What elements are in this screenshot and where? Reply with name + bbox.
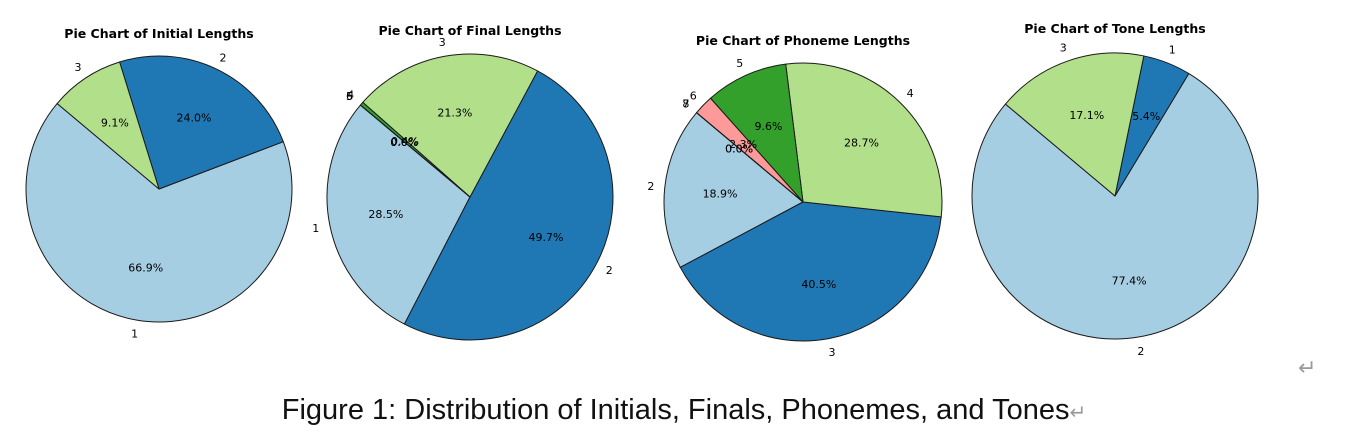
slice-percent-label: 18.9% bbox=[703, 187, 738, 200]
pie-chart-3: Pie Chart of Phoneme Lengths 2 18.9% 3 40.5%… bbox=[647, 33, 943, 359]
slice-percent-label: 24.0% bbox=[176, 111, 211, 124]
slice-percent-label: 2.3% bbox=[729, 138, 757, 151]
slice-label: 3 bbox=[439, 36, 446, 49]
figure-caption-text: Figure 1: Distribution of Initials, Fina… bbox=[281, 394, 1070, 426]
slice-percent-label: 28.7% bbox=[844, 137, 879, 150]
slice-label: 1 bbox=[1169, 43, 1176, 56]
slice-label: 2 bbox=[1137, 345, 1144, 358]
slice-percent-label: 77.4% bbox=[1112, 275, 1147, 288]
pie-slice-5 bbox=[709, 63, 804, 203]
pie-slice-4 bbox=[785, 62, 943, 218]
slice-label: 8 bbox=[682, 98, 689, 111]
pie-slice-2 bbox=[403, 70, 614, 341]
slice-percent-label: 66.9% bbox=[128, 262, 163, 275]
slice-label: 4 bbox=[907, 87, 914, 100]
pie-chart-1: Pie Chart of Initial Lengths 1 66.9% 2 24.0%… bbox=[25, 26, 293, 340]
slice-label: 5 bbox=[736, 57, 743, 70]
slice-label: 2 bbox=[606, 264, 613, 277]
slice-label: 3 bbox=[1060, 41, 1067, 54]
pie-chart-2: Pie Chart of Final Lengths 1 28.5% 2 49.7% 3 2… bbox=[312, 23, 614, 341]
slice-label: 2 bbox=[220, 51, 227, 64]
pie-slice-2 bbox=[119, 55, 284, 190]
pie-slice-1 bbox=[25, 103, 293, 323]
chart-title: Pie Chart of Tone Lengths bbox=[1024, 21, 1205, 36]
pie-slice-3 bbox=[56, 61, 160, 190]
slice-percent-label: 5.4% bbox=[1132, 110, 1160, 123]
slice-label: 1 bbox=[131, 327, 138, 340]
slice-percent-label: 17.1% bbox=[1069, 109, 1104, 122]
pie-slice-3 bbox=[679, 201, 942, 342]
pie-slice-1 bbox=[326, 104, 471, 325]
slice-label: 6 bbox=[346, 90, 353, 103]
slice-label: 3 bbox=[829, 346, 836, 359]
slice-label: 3 bbox=[74, 61, 81, 74]
slice-percent-label: 21.3% bbox=[437, 107, 472, 120]
slice-percent-label: 0.0% bbox=[725, 142, 753, 155]
pie-slice-2 bbox=[971, 73, 1259, 340]
pie-slice-3 bbox=[1004, 52, 1145, 197]
pie-slice-8 bbox=[696, 112, 804, 203]
pie-slice-6 bbox=[359, 104, 471, 198]
slice-percent-label: 9.6% bbox=[755, 120, 783, 133]
slice-percent-label: 9.1% bbox=[101, 117, 129, 130]
slice-percent-label: 0.4% bbox=[391, 135, 419, 148]
slice-percent-label: 0.0% bbox=[390, 136, 418, 149]
chart-title: Pie Chart of Initial Lengths bbox=[64, 26, 253, 41]
slice-label: 7 bbox=[682, 98, 689, 111]
slice-label: 6 bbox=[690, 90, 697, 103]
chart-title: Pie Chart of Phoneme Lengths bbox=[696, 33, 910, 48]
chart-title: Pie Chart of Final Lengths bbox=[378, 23, 561, 38]
pie-chart-4: Pie Chart of Tone Lengths 2 77.4% 1 5.4% 3 17.… bbox=[971, 21, 1259, 358]
slice-label: 1 bbox=[312, 222, 319, 235]
pie-charts-figure: Pie Chart of Initial Lengths 1 66.9% 2 24.0%… bbox=[25, 21, 1259, 359]
pie-slice-2 bbox=[663, 112, 804, 268]
caption-return-mark: ↵ bbox=[1069, 402, 1087, 424]
pie-slice-3 bbox=[362, 53, 539, 198]
paragraph-return-mark: ↵ bbox=[1298, 356, 1317, 381]
slice-label: 2 bbox=[647, 180, 654, 193]
slice-percent-label: 40.5% bbox=[801, 278, 836, 291]
slice-label: 4 bbox=[347, 88, 354, 101]
figure-caption: Figure 1: Distribution of Initials, Fina… bbox=[0, 394, 1368, 427]
slice-percent-label: 28.5% bbox=[368, 208, 403, 221]
slice-label: 5 bbox=[346, 90, 353, 103]
slice-percent-label: 49.7% bbox=[528, 231, 563, 244]
